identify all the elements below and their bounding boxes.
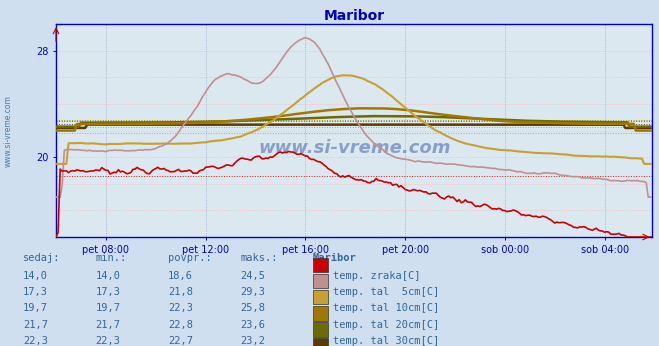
Bar <box>313 306 328 320</box>
Text: 25,8: 25,8 <box>241 303 266 313</box>
Text: 29,3: 29,3 <box>241 287 266 297</box>
Text: Maribor: Maribor <box>313 253 357 263</box>
Text: 23,2: 23,2 <box>241 336 266 346</box>
Text: min.:: min.: <box>96 253 127 263</box>
Text: maks.:: maks.: <box>241 253 278 263</box>
Text: 14,0: 14,0 <box>23 271 48 281</box>
Bar <box>313 290 328 304</box>
Text: 19,7: 19,7 <box>23 303 48 313</box>
Text: www.si-vreme.com: www.si-vreme.com <box>258 139 451 157</box>
Text: www.si-vreme.com: www.si-vreme.com <box>3 95 13 167</box>
Bar <box>313 258 328 272</box>
Bar <box>313 338 328 346</box>
Text: temp. tal 20cm[C]: temp. tal 20cm[C] <box>333 320 439 329</box>
Text: 23,6: 23,6 <box>241 320 266 329</box>
Text: temp. tal 10cm[C]: temp. tal 10cm[C] <box>333 303 439 313</box>
Text: 21,7: 21,7 <box>23 320 48 329</box>
Bar <box>313 322 328 337</box>
Text: 24,5: 24,5 <box>241 271 266 281</box>
Text: 14,0: 14,0 <box>96 271 121 281</box>
Text: sedaj:: sedaj: <box>23 253 61 263</box>
Text: 21,7: 21,7 <box>96 320 121 329</box>
Text: 22,3: 22,3 <box>96 336 121 346</box>
Text: 19,7: 19,7 <box>96 303 121 313</box>
Text: temp. zraka[C]: temp. zraka[C] <box>333 271 420 281</box>
Text: 22,3: 22,3 <box>168 303 193 313</box>
Text: 21,8: 21,8 <box>168 287 193 297</box>
Text: 22,8: 22,8 <box>168 320 193 329</box>
Text: 18,6: 18,6 <box>168 271 193 281</box>
Text: 22,3: 22,3 <box>23 336 48 346</box>
Text: povpr.:: povpr.: <box>168 253 212 263</box>
Title: Maribor: Maribor <box>324 9 385 23</box>
Text: temp. tal  5cm[C]: temp. tal 5cm[C] <box>333 287 439 297</box>
Bar <box>313 274 328 289</box>
Text: 17,3: 17,3 <box>23 287 48 297</box>
Text: 22,7: 22,7 <box>168 336 193 346</box>
Text: 17,3: 17,3 <box>96 287 121 297</box>
Text: temp. tal 30cm[C]: temp. tal 30cm[C] <box>333 336 439 346</box>
